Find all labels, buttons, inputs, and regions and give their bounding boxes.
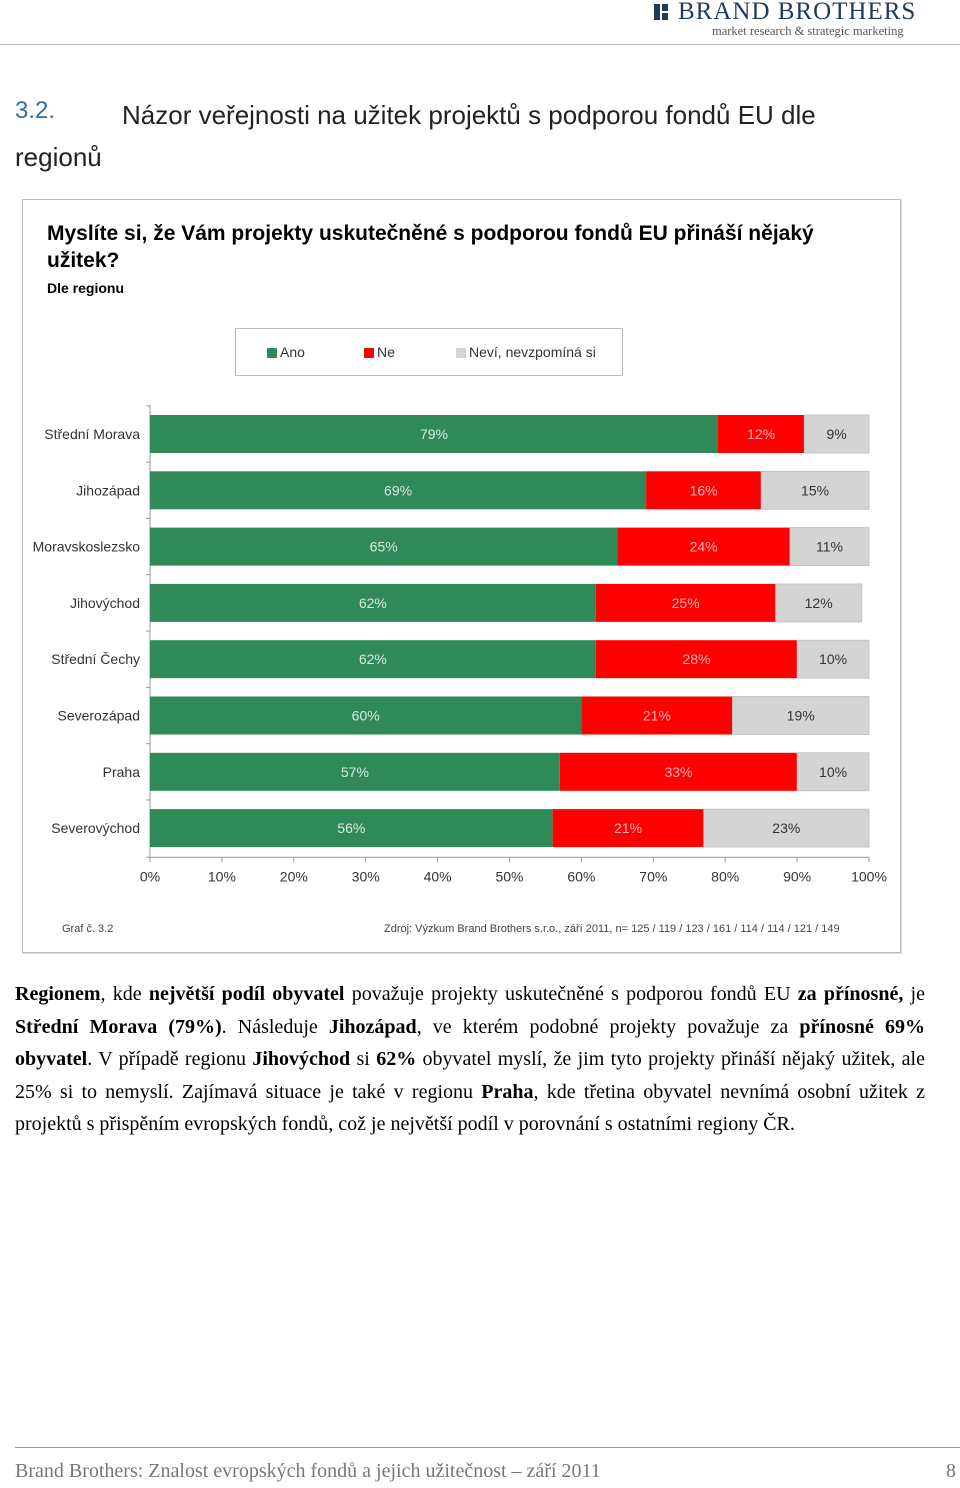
body-bold: Jihovýchod xyxy=(252,1048,351,1070)
body-bold: Střední Morava (79%) xyxy=(15,1015,222,1038)
footer-text: Brand Brothers: Znalost evropských fondů… xyxy=(15,1460,601,1482)
section-number: 3.2. xyxy=(15,97,56,124)
chart-question: Myslíte si, že Vám projekty uskutečněné … xyxy=(47,222,814,272)
body-bold: Regionem xyxy=(15,983,101,1005)
page-number: 8 xyxy=(946,1460,956,1482)
body-bold: Praha xyxy=(481,1080,534,1103)
chart-frame: Myslíte si, že Vám projekty uskutečněné … xyxy=(22,199,901,953)
graph-number: Graf č. 3.2 xyxy=(62,923,114,935)
brand-name: BRAND BROTHERS xyxy=(678,0,917,25)
body-bold: největší podíl obyvatel xyxy=(148,983,345,1005)
body-text: , kde třetina obyvatel nevnímá osobní už… xyxy=(15,1080,926,1136)
body-bold: Jihozápad xyxy=(328,1015,417,1038)
body-paragraph: Regionem, kde největší podíl obyvatel po… xyxy=(15,978,925,1141)
brand-tagline: market research & strategic marketing xyxy=(712,24,904,38)
legend-swatch-ano xyxy=(267,348,277,358)
legend-item-nevi: Neví, nevzpomíná si xyxy=(456,344,596,360)
legend-swatch-nevi xyxy=(456,348,466,358)
body-bold: přínosné 69% obyvatel xyxy=(15,1015,925,1071)
section-title-text: Názor veřejnosti na užitek projektů s po… xyxy=(15,100,816,172)
legend-item-ano: Ano xyxy=(267,344,305,360)
legend-swatch-ne xyxy=(364,348,374,358)
body-text: je xyxy=(903,983,925,1005)
header-divider xyxy=(0,44,960,45)
legend-label-nevi: Neví, nevzpomíná si xyxy=(469,344,596,360)
chart-subtitle: Dle regionu xyxy=(47,280,125,296)
body-text: , kde xyxy=(100,983,149,1005)
legend-label-ne: Ne xyxy=(377,344,395,360)
brand-mark-icon xyxy=(654,4,668,20)
brand-logo: BRAND BROTHERS market research & strateg… xyxy=(632,0,932,42)
legend-item-ne: Ne xyxy=(364,344,395,360)
body-text: považuje projekty uskutečněné s podporou… xyxy=(344,983,798,1005)
footer-divider xyxy=(15,1447,960,1448)
body-text: . Následuje xyxy=(221,1015,329,1038)
body-text: . V případě regionu xyxy=(87,1048,253,1070)
legend-label-ano: Ano xyxy=(280,344,305,360)
chart-legend: Ano Ne Neví, nevzpomíná si xyxy=(235,328,623,376)
section-title: Názor veřejnosti na užitek projektů s po… xyxy=(15,94,885,178)
body-bold: za přínosné, xyxy=(797,983,904,1005)
body-bold: 62% xyxy=(376,1048,417,1070)
chart-source: Zdroj: Výzkum Brand Brothers s.r.o., zář… xyxy=(384,923,840,935)
body-text: , ve kterém podobné projekty považuje za xyxy=(416,1015,800,1038)
body-text: si xyxy=(350,1048,377,1070)
body-text: obyvatel myslí, že jim tyto projekty při… xyxy=(15,1048,925,1103)
